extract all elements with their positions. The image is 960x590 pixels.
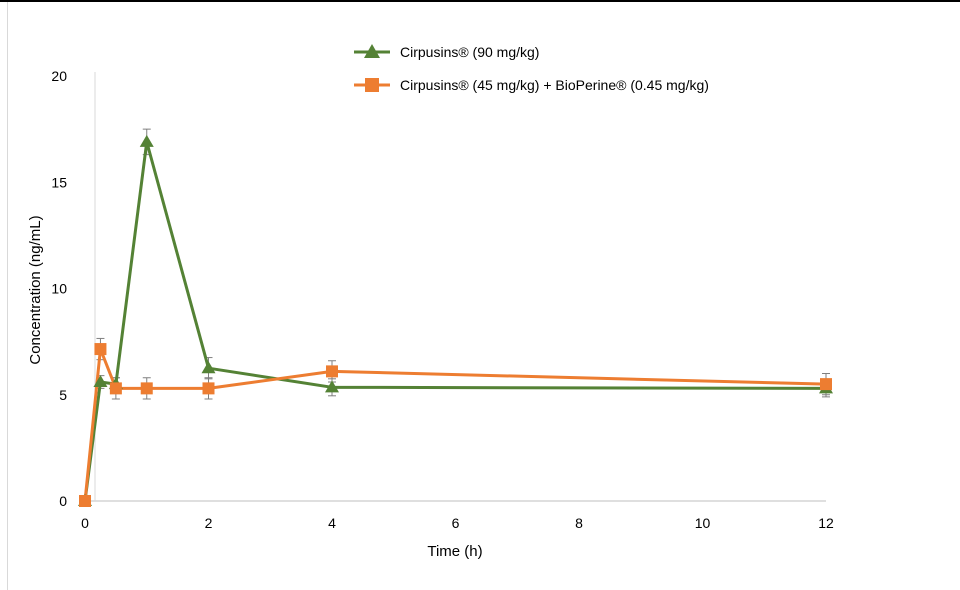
- x-axis-label: Time (h): [427, 543, 482, 560]
- x-tick-label: 12: [818, 515, 834, 531]
- x-tick-label: 4: [328, 515, 336, 531]
- data-point-square: [326, 365, 338, 378]
- x-tick-label: 0: [81, 515, 89, 531]
- top-border: [0, 0, 960, 2]
- left-border: [7, 2, 8, 590]
- y-axis-label: Concentration (ng/mL): [27, 215, 44, 364]
- data-point-square: [202, 382, 215, 395]
- y-tick-label: 15: [51, 174, 67, 190]
- legend-square-icon: [365, 78, 379, 92]
- data-point-triangle: [201, 361, 216, 374]
- x-tick-label: 2: [205, 515, 213, 531]
- series-lines: [83, 140, 827, 502]
- x-tick-label: 6: [452, 515, 460, 531]
- data-point-square: [109, 382, 122, 395]
- series-markers: [78, 134, 833, 507]
- data-point-triangle: [93, 375, 108, 387]
- axes: 0 2 4 6 8 10 12 0 5 10 15 20: [51, 68, 834, 531]
- legend-triangle-icon: [364, 44, 380, 58]
- legend: Cirpusins® (90 mg/kg) Cirpusins® (45 mg/k…: [354, 44, 709, 93]
- data-point-triangle: [139, 134, 154, 147]
- data-point-triangle: [325, 380, 339, 393]
- series-line: [83, 347, 827, 502]
- data-point-square: [820, 378, 832, 391]
- legend-label: Cirpusins® (45 mg/kg) + BioPerine® (0.45…: [400, 77, 709, 93]
- y-tick-label: 10: [51, 281, 67, 297]
- data-point-square: [140, 382, 153, 395]
- y-tick-label: 5: [59, 387, 67, 403]
- y-tick-label: 20: [51, 68, 67, 84]
- x-tick-label: 10: [695, 515, 711, 531]
- x-tick-label: 8: [575, 515, 583, 531]
- y-tick-label: 0: [59, 493, 67, 509]
- legend-label: Cirpusins® (90 mg/kg): [400, 44, 539, 60]
- series-line: [83, 140, 827, 502]
- data-point-square: [94, 343, 107, 356]
- data-point-square: [79, 495, 91, 507]
